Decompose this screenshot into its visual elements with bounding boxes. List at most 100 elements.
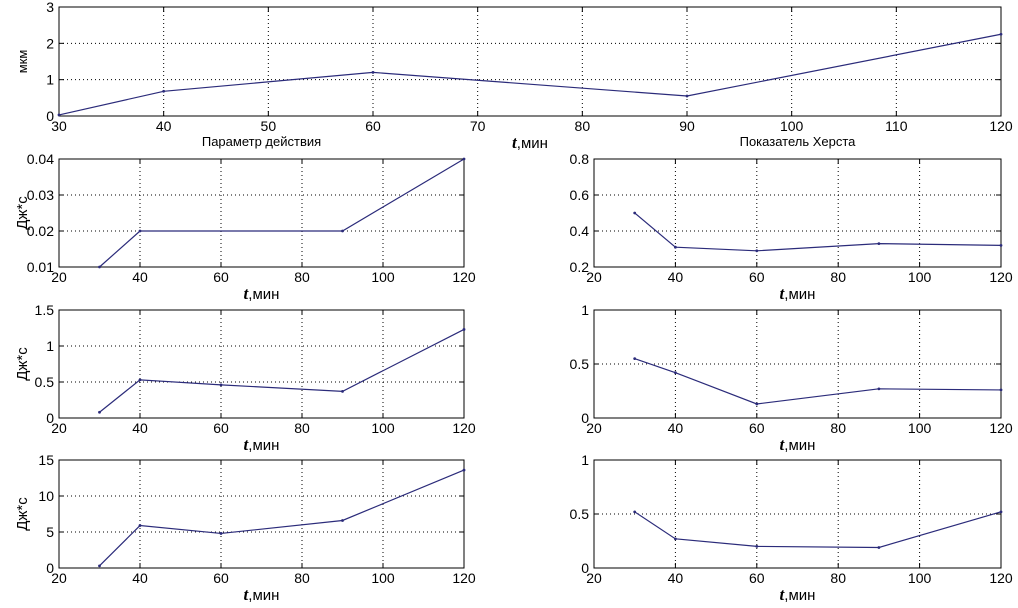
y-tick-label: 0.2 bbox=[570, 259, 590, 275]
y-tick-label: 5 bbox=[46, 524, 54, 540]
data-point bbox=[462, 328, 466, 331]
series-line-left1 bbox=[99, 158, 465, 268]
x-tick-label: 40 bbox=[668, 269, 684, 285]
x-tick-label: 20 bbox=[586, 420, 602, 436]
data-point bbox=[755, 402, 759, 406]
plot-frame bbox=[593, 158, 1002, 268]
data-point bbox=[341, 519, 344, 522]
y-tick-label: 2 bbox=[46, 35, 54, 51]
y-tick-label: 0.4 bbox=[570, 223, 590, 239]
series-line-right2 bbox=[634, 358, 1002, 405]
x-tick-label: 120 bbox=[989, 420, 1013, 436]
x-axis-label-var: t bbox=[780, 435, 786, 454]
y-tick-label: 0 bbox=[46, 410, 54, 426]
y-tick-label: 0 bbox=[46, 560, 54, 576]
x-tick-label: 100 bbox=[908, 269, 932, 285]
data-point bbox=[999, 32, 1003, 36]
y-tick-label: 0 bbox=[581, 560, 589, 576]
data-point bbox=[98, 410, 101, 414]
x-axis-label-unit: ,мин bbox=[784, 286, 815, 303]
x-axis-label: t,мин bbox=[780, 585, 816, 604]
y-tick-label: 1 bbox=[581, 302, 589, 318]
data-point bbox=[341, 229, 344, 233]
series-line-left2 bbox=[99, 328, 465, 413]
y-tick-label: 0.6 bbox=[570, 187, 590, 203]
x-tick-label: 50 bbox=[261, 118, 277, 134]
data-point bbox=[755, 545, 759, 548]
x-axis-label-var: t bbox=[780, 585, 786, 604]
data-point bbox=[98, 265, 101, 269]
data-point bbox=[462, 468, 466, 472]
data-point bbox=[877, 387, 881, 391]
x-tick-label: 120 bbox=[989, 269, 1013, 285]
plot-frame bbox=[593, 309, 1002, 419]
chart-right2: 20 40 60 80 100 120 0 0.5 1 t,мин bbox=[570, 302, 1013, 454]
data-point bbox=[57, 113, 61, 117]
data-point bbox=[98, 564, 101, 568]
x-axis-label: t,мин bbox=[244, 585, 280, 604]
x-tick-label: 60 bbox=[749, 269, 765, 285]
data-point bbox=[138, 524, 142, 527]
x-axis-label-unit: ,мин bbox=[517, 135, 548, 152]
chart-right1: 20 40 60 80 100 120 0.2 0.4 0.6 0.8 t,мин Показател… bbox=[570, 134, 1013, 303]
data-point bbox=[685, 94, 689, 98]
x-axis-label: t,мин bbox=[244, 435, 280, 454]
x-tick-label: 40 bbox=[132, 420, 148, 436]
x-tick-label: 20 bbox=[586, 570, 602, 586]
x-tick-label: 100 bbox=[371, 269, 395, 285]
x-tick-label: 80 bbox=[830, 420, 846, 436]
data-point bbox=[674, 371, 677, 375]
y-tick-label: 3 bbox=[46, 0, 54, 15]
data-point bbox=[162, 89, 166, 93]
y-axis-label: мкм bbox=[15, 50, 30, 74]
data-point bbox=[633, 211, 637, 215]
y-axis-label: Дж*с bbox=[14, 347, 31, 381]
x-tick-label: 60 bbox=[213, 269, 229, 285]
x-tick-label: 120 bbox=[989, 570, 1013, 586]
x-tick-label: 120 bbox=[452, 269, 476, 285]
x-tick-label: 40 bbox=[132, 269, 148, 285]
x-axis-label-var: t bbox=[244, 435, 250, 454]
y-tick-label: 0.03 bbox=[27, 187, 54, 203]
y-tick-label: 0.02 bbox=[27, 223, 54, 239]
x-tick-label: 90 bbox=[679, 118, 695, 134]
chart-left2: 20 40 60 80 100 120 0 0.5 1 1.5 t,мин Дж*с bbox=[14, 302, 476, 454]
data-point bbox=[219, 532, 223, 535]
x-tick-label: 80 bbox=[830, 269, 846, 285]
plot-frame bbox=[58, 309, 465, 419]
data-point bbox=[999, 510, 1003, 514]
x-tick-label: 20 bbox=[51, 420, 67, 436]
x-tick-label: 100 bbox=[908, 570, 932, 586]
y-tick-label: 0.5 bbox=[570, 506, 590, 522]
y-axis-label: Дж*с bbox=[14, 497, 31, 531]
x-tick-label: 60 bbox=[749, 570, 765, 586]
series-line-right1 bbox=[634, 212, 1002, 252]
x-axis-label: t,мин bbox=[512, 133, 548, 152]
data-point bbox=[999, 244, 1003, 247]
x-tick-label: 30 bbox=[51, 118, 67, 134]
plot-frame bbox=[58, 459, 465, 569]
y-tick-label: 0.8 bbox=[570, 151, 590, 167]
chart-top: 30 40 50 60 70 80 90 100 110 120 0 1 2 3 t,мин мкм bbox=[15, 0, 1013, 152]
data-point bbox=[999, 388, 1003, 392]
y-tick-label: 0 bbox=[46, 108, 54, 124]
data-point bbox=[877, 546, 881, 549]
x-axis-label-unit: ,мин bbox=[784, 587, 815, 604]
x-tick-label: 80 bbox=[294, 269, 310, 285]
x-tick-label: 80 bbox=[294, 570, 310, 586]
x-tick-label: 100 bbox=[371, 420, 395, 436]
y-tick-label: 15 bbox=[38, 452, 54, 468]
chart-right3: 20 40 60 80 100 120 0 0.5 1 t,мин bbox=[570, 452, 1013, 604]
plot-frame bbox=[593, 459, 1002, 569]
y-tick-label: 0.5 bbox=[35, 374, 55, 390]
data-point bbox=[219, 383, 223, 387]
x-tick-label: 100 bbox=[908, 420, 932, 436]
chart-left3: 20 40 60 80 100 120 0 5 10 15 t,мин Дж*с bbox=[14, 452, 476, 604]
y-tick-label: 0.04 bbox=[27, 151, 54, 167]
x-tick-label: 20 bbox=[51, 570, 67, 586]
x-tick-label: 20 bbox=[51, 269, 67, 285]
data-point bbox=[633, 357, 637, 360]
x-tick-label: 80 bbox=[294, 420, 310, 436]
x-axis-label-unit: ,мин bbox=[248, 286, 279, 303]
